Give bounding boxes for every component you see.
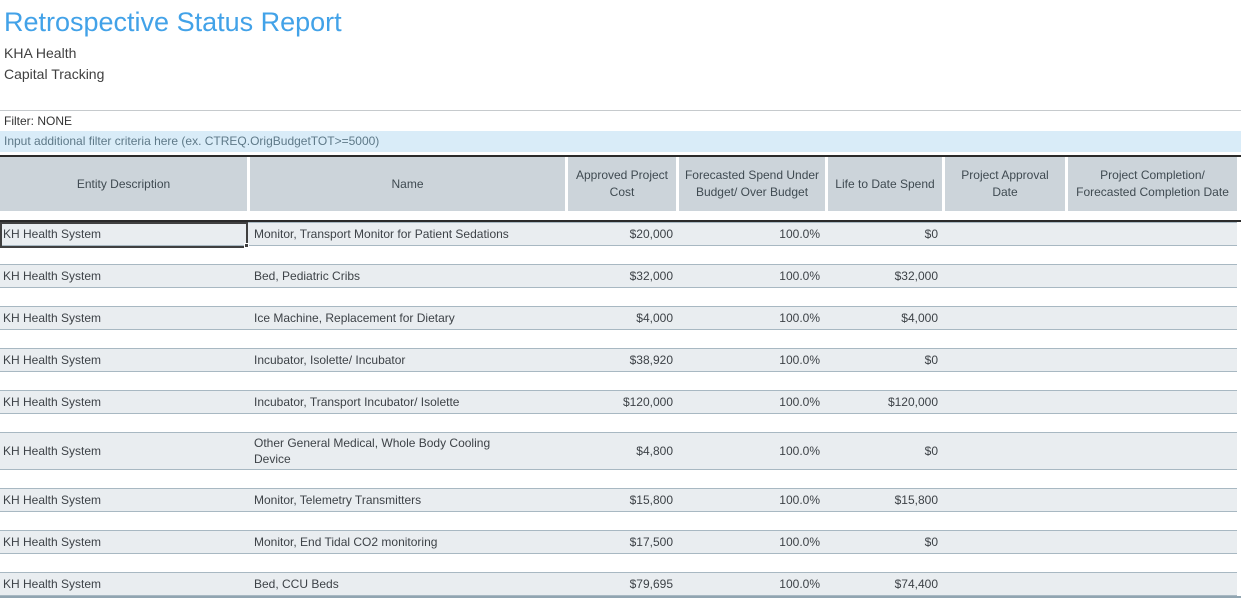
table-row: KH Health System Other General Medical, W… bbox=[0, 432, 1237, 470]
cell-name[interactable]: Incubator, Transport Incubator/ Isolette bbox=[254, 394, 460, 409]
cell-name[interactable]: Bed, Pediatric Cribs bbox=[254, 268, 361, 283]
cell-entity[interactable]: KH Health System bbox=[3, 310, 102, 325]
cell-approved-cost[interactable]: $15,800 bbox=[629, 492, 673, 507]
cell-entity[interactable]: KH Health System bbox=[3, 576, 102, 591]
report-table: Entity Description Name Approved Project C… bbox=[0, 155, 1241, 598]
cell-entity[interactable]: KH Health System bbox=[3, 226, 102, 241]
cell-life-to-date-spend[interactable]: $0 bbox=[924, 443, 938, 458]
table-body: KH Health System Monitor, Transport Monit… bbox=[0, 222, 1241, 596]
header-separator bbox=[0, 211, 1241, 220]
cell-name[interactable]: Monitor, End Tidal CO2 monitoring bbox=[254, 534, 438, 549]
cell-approved-cost[interactable]: $4,000 bbox=[636, 310, 673, 325]
table-row: KH Health System Monitor, Telemetry Trans… bbox=[0, 488, 1237, 512]
cell-forecast-pct[interactable]: 100.0% bbox=[779, 492, 820, 507]
report-title: Retrospective Status Report bbox=[4, 7, 342, 37]
cell-approved-cost[interactable]: $79,695 bbox=[629, 576, 673, 591]
cell-approved-cost[interactable]: $20,000 bbox=[629, 226, 673, 241]
column-header[interactable]: Project Completion/ Forecasted Completio… bbox=[1068, 157, 1237, 211]
table-bottom-edge bbox=[0, 596, 1241, 598]
header-bottom-rule bbox=[0, 220, 1241, 222]
report-subtitle: Capital Tracking bbox=[4, 66, 105, 82]
column-header[interactable]: Name bbox=[250, 157, 565, 211]
cell-name[interactable]: Monitor, Telemetry Transmitters bbox=[254, 492, 422, 507]
filter-status-label: Filter: NONE bbox=[0, 110, 1241, 131]
cell-entity[interactable]: KH Health System bbox=[3, 443, 102, 458]
cell-entity[interactable]: KH Health System bbox=[3, 534, 102, 549]
cell-life-to-date-spend[interactable]: $0 bbox=[924, 534, 938, 549]
cell-approved-cost[interactable]: $38,920 bbox=[629, 352, 673, 367]
cell-name[interactable]: Other General Medical, Whole Body Coolin… bbox=[250, 435, 568, 467]
cell-approved-cost[interactable]: $4,800 bbox=[636, 443, 673, 458]
cell-life-to-date-spend[interactable]: $74,400 bbox=[894, 576, 938, 591]
cell-forecast-pct[interactable]: 100.0% bbox=[779, 352, 820, 367]
cell-approved-cost[interactable]: $120,000 bbox=[622, 394, 673, 409]
cell-entity[interactable]: KH Health System bbox=[3, 268, 102, 283]
table-row: KH Health System Bed, Pediatric Cribs $32,… bbox=[0, 264, 1237, 288]
cell-name[interactable]: Incubator, Isolette/ Incubator bbox=[254, 352, 406, 367]
table-row: KH Health System Incubator, Isolette/ Inc… bbox=[0, 348, 1237, 372]
cell-life-to-date-spend[interactable]: $0 bbox=[924, 352, 938, 367]
table-row: KH Health System Monitor, Transport Monit… bbox=[0, 222, 1237, 248]
cell-name[interactable]: Ice Machine, Replacement for Dietary bbox=[254, 310, 455, 325]
table-header-row: Entity Description Name Approved Project C… bbox=[0, 157, 1237, 211]
column-header[interactable]: Project Approval Date bbox=[945, 157, 1065, 211]
filter-criteria-input[interactable]: Input additional filter criteria here (e… bbox=[0, 131, 1241, 152]
cell-name[interactable]: Bed, CCU Beds bbox=[254, 576, 339, 591]
cell-entity[interactable]: KH Health System bbox=[3, 492, 102, 507]
table-top-rule bbox=[0, 155, 1241, 157]
cell-forecast-pct[interactable]: 100.0% bbox=[779, 443, 820, 458]
selection-fill-handle[interactable] bbox=[244, 243, 249, 248]
column-header[interactable]: Approved Project Cost bbox=[568, 157, 676, 211]
table-row: KH Health System Incubator, Transport Inc… bbox=[0, 390, 1237, 414]
organization-name: KHA Health bbox=[4, 45, 77, 61]
cell-name[interactable]: Monitor, Transport Monitor for Patient S… bbox=[254, 226, 509, 241]
cell-forecast-pct[interactable]: 100.0% bbox=[779, 268, 820, 283]
cell-life-to-date-spend[interactable]: $15,800 bbox=[894, 492, 938, 507]
cell-life-to-date-spend[interactable]: $120,000 bbox=[887, 394, 938, 409]
cell-forecast-pct[interactable]: 100.0% bbox=[779, 226, 820, 241]
cell-life-to-date-spend[interactable]: $0 bbox=[924, 226, 938, 241]
cell-life-to-date-spend[interactable]: $32,000 bbox=[894, 268, 938, 283]
cell-forecast-pct[interactable]: 100.0% bbox=[779, 394, 820, 409]
table-row: KH Health System Monitor, End Tidal CO2 m… bbox=[0, 530, 1237, 554]
cell-approved-cost[interactable]: $17,500 bbox=[629, 534, 673, 549]
cell-forecast-pct[interactable]: 100.0% bbox=[779, 576, 820, 591]
column-header[interactable]: Life to Date Spend bbox=[828, 157, 942, 211]
cell-approved-cost[interactable]: $32,000 bbox=[629, 268, 673, 283]
cell-entity[interactable]: KH Health System bbox=[3, 394, 102, 409]
cell-entity[interactable]: KH Health System bbox=[3, 352, 102, 367]
cell-forecast-pct[interactable]: 100.0% bbox=[779, 534, 820, 549]
column-header[interactable]: Entity Description bbox=[0, 157, 247, 211]
column-header[interactable]: Forecasted Spend Under Budget/ Over Budg… bbox=[679, 157, 825, 211]
table-row: KH Health System Ice Machine, Replacement… bbox=[0, 306, 1237, 330]
table-row: KH Health System Bed, CCU Beds $79,695 100.… bbox=[0, 572, 1237, 596]
cell-text: Other General Medical, Whole Body Coolin… bbox=[254, 436, 491, 466]
cell-forecast-pct[interactable]: 100.0% bbox=[779, 310, 820, 325]
cell-life-to-date-spend[interactable]: $4,000 bbox=[901, 310, 938, 325]
